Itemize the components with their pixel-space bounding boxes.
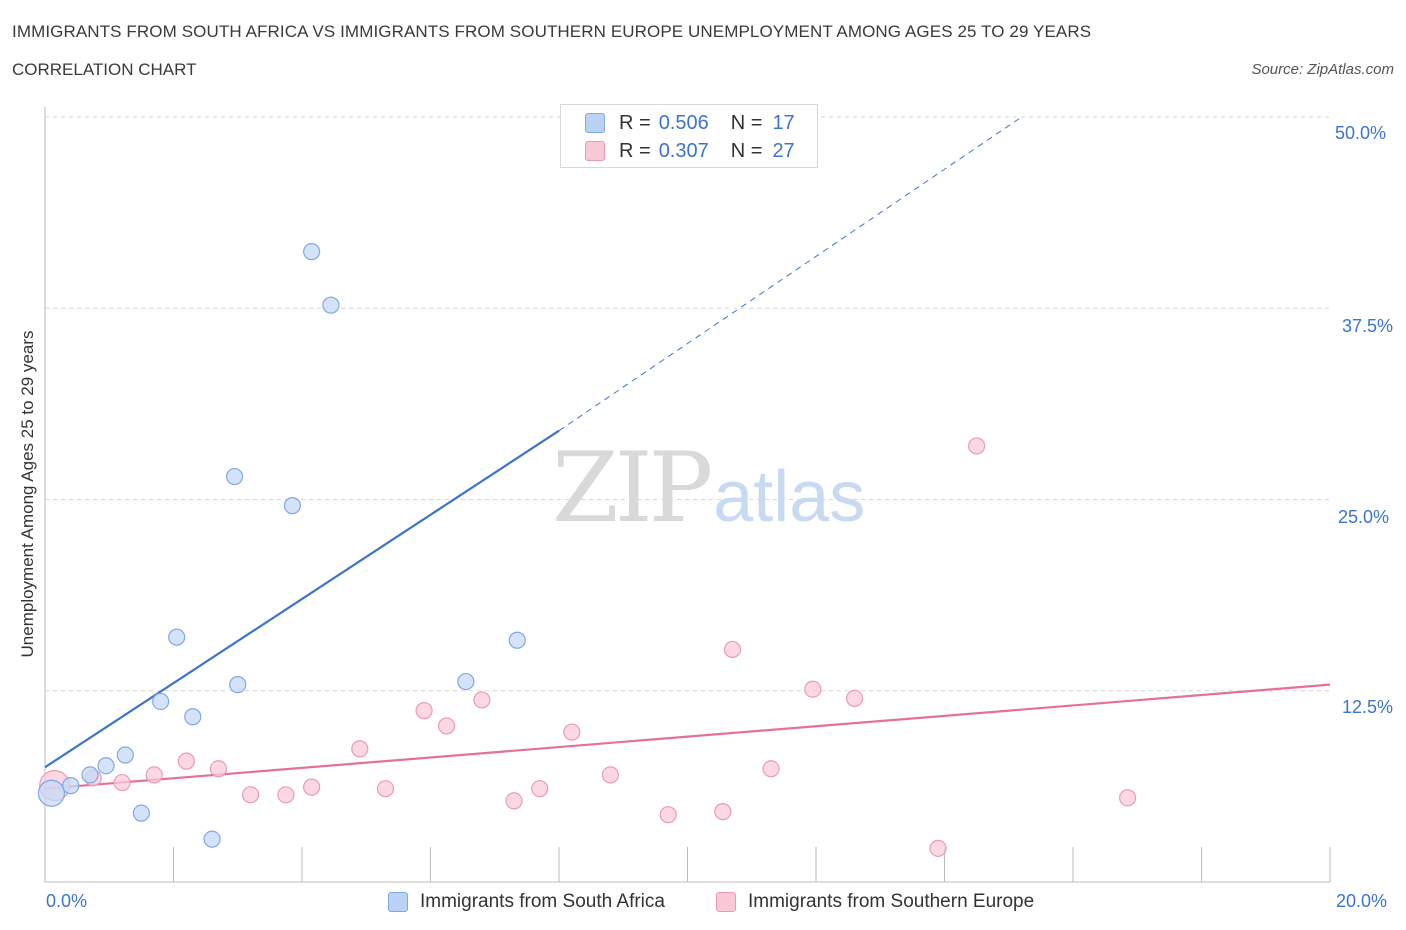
trend-lines	[44, 116, 1331, 790]
data-point	[184, 708, 202, 726]
stats-legend: R = 0.506 N = 17 R = 0.307 N = 27	[560, 104, 818, 168]
data-point	[929, 839, 947, 857]
data-point	[113, 773, 131, 792]
data-point	[845, 689, 864, 708]
legend-swatch-pink	[585, 141, 605, 161]
data-point	[508, 631, 526, 649]
data-point	[277, 786, 295, 804]
legend-item-south-africa[interactable]: Immigrants from South Africa	[388, 888, 665, 916]
n-value: 17	[772, 111, 795, 134]
data-point	[415, 702, 433, 720]
x-tick-label: 20.0%	[1336, 891, 1388, 911]
y-tick-label: 25.0%	[1338, 507, 1390, 527]
stats-row-south-africa: R = 0.506 N = 17	[585, 111, 795, 135]
legend-swatch-pink	[716, 892, 736, 912]
r-value: 0.307	[658, 139, 709, 162]
trend-line	[44, 429, 560, 769]
data-point	[225, 467, 244, 486]
y-tick-label: 37.5%	[1342, 316, 1394, 336]
data-point	[376, 780, 395, 798]
n-label: N =	[730, 139, 763, 162]
data-point	[177, 752, 195, 770]
data-point	[322, 296, 340, 314]
data-point	[457, 672, 475, 691]
chart-subtitle: CORRELATION CHART	[12, 60, 197, 79]
chart-title: IMMIGRANTS FROM SOUTH AFRICA VS IMMIGRAN…	[12, 22, 1092, 41]
r-label: R =	[619, 139, 651, 162]
watermark: ZIPatlas	[552, 440, 865, 537]
trend-line-extension	[558, 116, 1022, 432]
legend-swatch-blue	[388, 892, 408, 912]
data-point	[242, 786, 260, 804]
n-label: N =	[730, 111, 763, 134]
data-point	[804, 680, 822, 698]
legend-item-southern-europe[interactable]: Immigrants from Southern Europe	[716, 888, 1034, 916]
data-point	[62, 777, 80, 795]
data-point	[563, 723, 581, 741]
data-point	[762, 760, 780, 778]
r-label: R =	[619, 111, 651, 134]
grid-lines	[45, 116, 1330, 692]
legend-label: Immigrants from South Africa	[420, 891, 665, 912]
data-point	[152, 692, 170, 711]
y-tick-label: 12.5%	[1342, 697, 1394, 717]
data-point	[145, 766, 163, 784]
legend-swatch-blue	[585, 113, 605, 133]
legend-label: Immigrants from Southern Europe	[748, 891, 1035, 912]
data-point	[209, 760, 228, 778]
data-point	[351, 740, 369, 758]
data-point	[283, 497, 301, 515]
r-value: 0.506	[658, 111, 709, 134]
data-point	[437, 717, 456, 735]
data-point	[303, 778, 321, 796]
data-point	[229, 676, 247, 694]
data-point	[601, 766, 620, 784]
data-point	[505, 792, 523, 810]
y-axis-label: Unemployment Among Ages 25 to 29 years	[18, 330, 37, 658]
data-point	[132, 804, 150, 822]
data-point	[531, 780, 549, 798]
data-point	[968, 437, 986, 455]
x-tick-label: 0.0%	[46, 891, 88, 911]
data-point	[473, 691, 491, 709]
trend-line	[44, 683, 1331, 790]
data-point	[97, 757, 115, 775]
watermark-zip: ZIP	[552, 432, 713, 544]
data-point	[203, 830, 221, 848]
data-point	[714, 803, 732, 821]
data-point	[1119, 789, 1137, 807]
stats-row-southern-europe: R = 0.307 N = 27	[585, 139, 795, 163]
data-point	[723, 640, 742, 659]
data-points	[37, 243, 1137, 857]
data-point	[37, 779, 66, 807]
n-value: 27	[772, 139, 795, 162]
watermark-atlas: atlas	[713, 457, 866, 537]
y-tick-label: 50.0%	[1335, 123, 1387, 143]
axes	[44, 107, 1331, 883]
data-point	[303, 243, 321, 261]
data-point	[168, 628, 186, 646]
source-label: Source: ZipAtlas.com	[1251, 61, 1394, 78]
data-point	[116, 746, 134, 764]
data-point	[81, 766, 99, 784]
data-point	[659, 806, 677, 824]
